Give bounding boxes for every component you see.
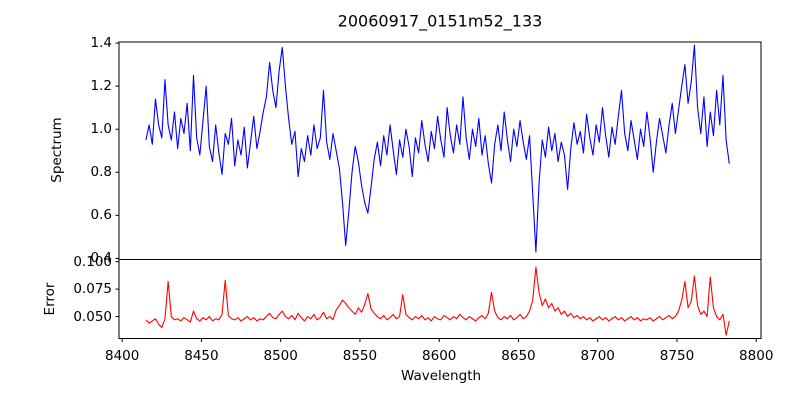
error-y-axis-label: Error — [42, 282, 58, 316]
spectrum-line — [145, 44, 730, 253]
x-tick-label: 8800 — [739, 348, 774, 364]
spectrum-y-tick-label: 1.0 — [90, 121, 112, 138]
x-tick-label: 8600 — [422, 348, 457, 364]
spectrum-y-tick-label: 1.4 — [90, 35, 112, 52]
error-axes-spines — [118, 259, 762, 339]
error-y-tick-label: 0.100 — [73, 253, 112, 270]
x-tick-label: 8550 — [342, 348, 378, 364]
x-tick-label: 8450 — [184, 348, 219, 364]
spectrum-y-tick-label: 0.4 — [90, 250, 112, 267]
x-axis-label: Wavelength — [400, 368, 482, 384]
chart-title: 20060917_0151m52_133 — [337, 11, 543, 31]
spectrum-y-tick-label: 0.8 — [90, 164, 112, 181]
spectrum-y-tick-label: 1.2 — [90, 78, 112, 95]
x-tick-label: 8700 — [580, 348, 615, 364]
error-line — [145, 266, 730, 336]
spectrum-axes-spines — [118, 41, 762, 260]
error-y-tick-label: 0.050 — [73, 308, 112, 325]
spectrum-y-axis-label: Spectrum — [49, 117, 65, 183]
x-tick-label: 8750 — [659, 348, 695, 364]
spectrum-y-tick-label: 0.6 — [90, 207, 112, 224]
x-tick-label: 8500 — [263, 348, 298, 364]
x-tick-label: 8650 — [501, 348, 536, 364]
error-y-tick-label: 0.075 — [73, 281, 112, 298]
x-tick-label: 8400 — [104, 348, 140, 364]
